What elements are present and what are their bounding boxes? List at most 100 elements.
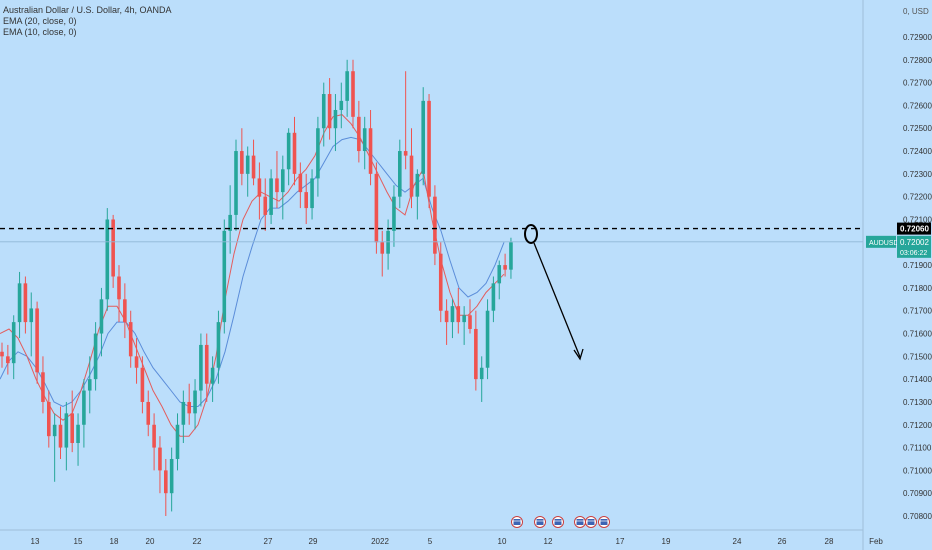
candle <box>181 390 186 444</box>
candle-body <box>58 424 63 448</box>
annotation-circle <box>524 224 538 244</box>
candle-body <box>298 173 303 193</box>
candle-body <box>503 265 507 270</box>
event-flag-icon <box>574 516 586 528</box>
candle <box>158 436 162 494</box>
candle <box>509 237 513 279</box>
candle-body <box>87 379 92 391</box>
candle <box>105 208 110 311</box>
last-price-label: 0.72002 <box>900 238 929 247</box>
candle-body <box>456 306 461 323</box>
candle-body <box>292 132 297 174</box>
candle <box>228 185 232 254</box>
candle-body <box>204 344 209 384</box>
candle-body <box>52 424 57 437</box>
candle <box>187 383 191 425</box>
candle-body <box>310 178 314 209</box>
candle-body <box>380 242 385 254</box>
price-tick-label: 0.72600 <box>903 101 932 110</box>
candle <box>403 71 408 170</box>
candle <box>175 413 180 471</box>
candle <box>234 139 238 231</box>
candle <box>275 151 279 209</box>
candle <box>368 109 373 186</box>
candle-body <box>134 356 139 368</box>
annotation-arrow-head <box>573 348 584 361</box>
chart-legend: Australian Dollar / U.S. Dollar, 4h, OAN… <box>3 5 172 38</box>
legend-ema20: EMA (20, close, 0) <box>3 16 77 26</box>
price-tick-label: 0.71300 <box>903 398 932 407</box>
time-tick-label: 27 <box>264 537 273 546</box>
candle-body <box>105 219 110 300</box>
candle-body <box>491 283 496 311</box>
event-flag-icon <box>598 516 610 528</box>
candle-body <box>333 109 338 129</box>
legend-title: Australian Dollar / U.S. Dollar, 4h, OAN… <box>3 5 172 15</box>
candle-body <box>193 390 197 414</box>
candle <box>140 356 145 414</box>
candle-body <box>146 401 151 425</box>
candle <box>216 310 221 384</box>
time-tick-label: 20 <box>146 537 155 546</box>
currency-label: 0, USD <box>903 7 929 16</box>
candle-body <box>357 116 361 152</box>
price-tick-label: 0.72800 <box>903 56 932 65</box>
candle-body <box>99 299 104 334</box>
price-tick-label: 0.72300 <box>903 170 932 179</box>
candle <box>479 356 484 402</box>
candle-body <box>392 196 396 231</box>
candle-body <box>222 230 227 323</box>
candle <box>474 310 478 391</box>
time-tick-label: 26 <box>778 537 787 546</box>
candle-body <box>321 94 326 129</box>
candle-body <box>368 128 373 174</box>
time-tick-label: 12 <box>544 537 553 546</box>
candle <box>269 169 273 225</box>
candle <box>76 413 80 466</box>
candle <box>462 306 466 345</box>
price-tick-label: 0.71900 <box>903 261 932 270</box>
candle <box>386 219 390 270</box>
candle <box>240 128 244 186</box>
candle <box>409 128 414 209</box>
candle <box>193 379 197 430</box>
candle <box>11 315 16 380</box>
candle-body <box>17 283 22 323</box>
candle-body <box>304 192 308 209</box>
candle <box>345 59 349 117</box>
candle-body <box>23 283 28 323</box>
candle <box>263 178 268 231</box>
price-tick-label: 0.71200 <box>903 421 932 430</box>
candle <box>117 265 121 323</box>
candle <box>93 322 98 391</box>
candle <box>41 356 45 414</box>
candle <box>321 82 326 147</box>
candle <box>245 146 250 197</box>
candle <box>450 299 455 339</box>
price-tick-label: 0.71600 <box>903 330 932 339</box>
countdown-label: 03:06:22 <box>900 250 927 257</box>
candle-body <box>93 333 98 380</box>
price-tick-label: 0.71400 <box>903 375 932 384</box>
candle-body <box>181 401 186 425</box>
time-tick-label: 10 <box>498 537 507 546</box>
candle <box>497 260 502 300</box>
candle-body <box>128 322 133 357</box>
candle <box>257 162 262 220</box>
time-tick-label: 5 <box>428 537 433 546</box>
candle <box>146 390 151 437</box>
price-tick-label: 0.72400 <box>903 147 932 156</box>
candle-body <box>468 315 472 329</box>
candle-body <box>245 155 250 174</box>
candle <box>444 299 449 345</box>
level-badge-label: 0.72060 <box>900 225 929 234</box>
candle <box>427 94 431 209</box>
price-tick-label: 0.70800 <box>903 512 932 521</box>
price-tick-label: 0.70900 <box>903 489 932 498</box>
time-tick-label: 17 <box>616 537 625 546</box>
candle-body <box>386 230 390 254</box>
time-tick-label: 24 <box>733 537 742 546</box>
time-tick-label: 18 <box>110 537 119 546</box>
price-tick-label: 0.72500 <box>903 124 932 133</box>
